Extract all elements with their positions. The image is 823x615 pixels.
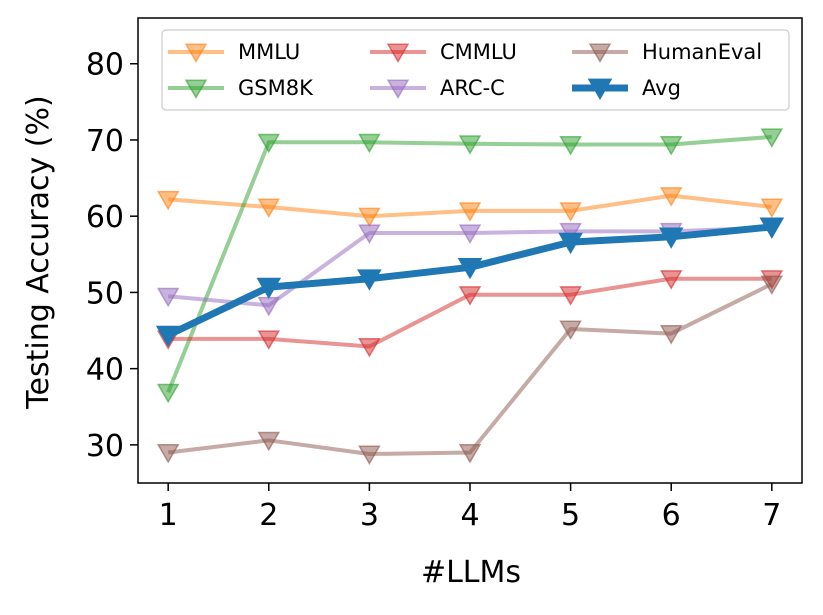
legend-item-humaneval: HumanEval [572, 40, 762, 64]
series-gsm8k [156, 128, 784, 404]
data-point-gsm8k [458, 135, 482, 155]
data-point-arc-c [559, 222, 582, 243]
y-tick-label: 30 [86, 429, 124, 464]
legend-label: MMLU [238, 40, 300, 64]
y-tick-label: 50 [86, 276, 124, 311]
data-point-mmlu [358, 207, 381, 228]
legend-label: Avg [642, 76, 681, 100]
legend-item-arc-c: ARC-C [370, 76, 505, 100]
legend-label: HumanEval [642, 40, 762, 64]
series-avg [155, 217, 785, 348]
data-point-avg [256, 277, 282, 300]
series-humaneval [156, 275, 784, 466]
legend-marker [588, 43, 612, 63]
x-tick-label: 7 [762, 498, 781, 533]
data-point-mmlu [257, 198, 281, 219]
legend-item-gsm8k: GSM8K [168, 76, 314, 100]
x-axis-label: #LLMs [421, 555, 521, 590]
data-point-gsm8k [559, 135, 582, 156]
data-point-gsm8k [257, 133, 281, 154]
legend-item-mmlu: MMLU [168, 40, 300, 64]
data-point-mmlu [760, 198, 784, 219]
legend-label: ARC-C [440, 76, 505, 100]
data-point-cmmlu [358, 337, 381, 358]
y-tick-label: 40 [86, 353, 124, 388]
data-point-humaneval [156, 443, 180, 464]
data-point-cmmlu [659, 270, 683, 290]
legend-marker [184, 43, 208, 63]
data-point-avg [457, 257, 483, 280]
y-tick-label: 70 [86, 124, 124, 159]
data-point-cmmlu [458, 286, 482, 306]
data-point-humaneval [559, 320, 582, 341]
series-layer [155, 128, 785, 466]
x-tick-label: 1 [159, 498, 178, 533]
legend-label: GSM8K [238, 76, 314, 100]
data-point-humaneval [760, 275, 784, 296]
series-mmlu [156, 187, 784, 228]
legend: MMLU GSM8K CMMLU ARC-C HumanEval Avg [161, 29, 790, 111]
x-tick-label: 4 [460, 498, 479, 533]
data-point-avg [558, 232, 583, 255]
data-point-mmlu [458, 202, 482, 222]
data-point-humaneval [458, 443, 482, 464]
data-point-mmlu [559, 202, 582, 222]
data-point-avg [155, 325, 181, 348]
legend-box [161, 29, 790, 111]
x-tick-label: 3 [360, 498, 379, 533]
data-point-arc-c [358, 224, 381, 244]
legend-marker [386, 79, 410, 99]
legend-label: CMMLU [440, 40, 517, 64]
axes-layer: 1 2 3 4 5 6 7 30 40 50 60 70 80 [86, 17, 803, 533]
data-point-arc-c [458, 224, 482, 244]
series-cmmlu [156, 270, 784, 358]
data-point-avg [658, 227, 684, 249]
data-point-avg [759, 217, 785, 239]
x-tick-label: 2 [259, 498, 278, 533]
data-point-arc-c [156, 287, 180, 308]
y-axis-label: Testing Accuracy (%) [21, 95, 56, 409]
data-point-mmlu [659, 187, 683, 207]
data-point-gsm8k [156, 383, 180, 404]
data-point-gsm8k [760, 128, 784, 148]
data-point-humaneval [659, 325, 683, 345]
legend-marker [386, 43, 410, 63]
x-tick-label: 5 [561, 498, 580, 533]
x-tick-label: 6 [662, 498, 681, 533]
legend-marker [587, 78, 613, 100]
data-point-humaneval [257, 431, 281, 452]
data-point-cmmlu [559, 286, 582, 306]
y-tick-label: 80 [86, 48, 124, 83]
data-point-gsm8k [358, 133, 381, 154]
data-point-avg [357, 269, 382, 291]
data-point-humaneval [358, 445, 381, 466]
data-point-gsm8k [659, 135, 683, 156]
legend-marker [184, 79, 208, 99]
data-point-cmmlu [257, 330, 281, 350]
data-point-mmlu [156, 190, 180, 211]
legend-item-cmmlu: CMMLU [370, 40, 517, 64]
y-tick-label: 60 [86, 200, 124, 235]
legend-item-avg: Avg [572, 76, 681, 100]
